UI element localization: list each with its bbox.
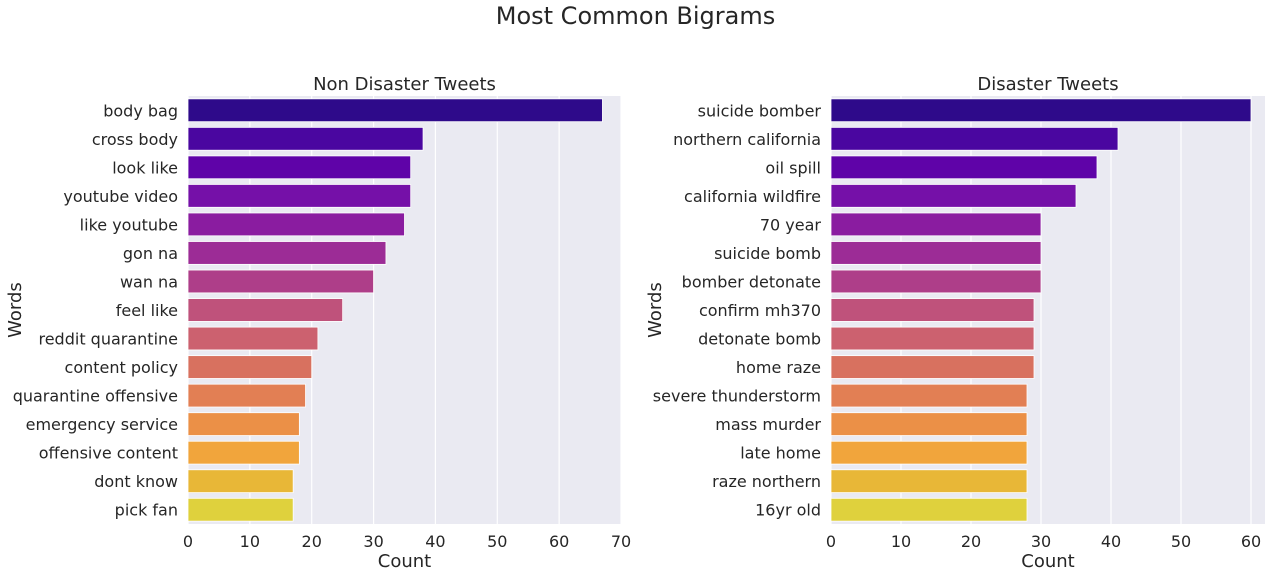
bar [187,298,344,322]
chart-panel-2: suicide bomber northern california oil spi… [645,74,1265,572]
category-label: youtube video [63,187,178,206]
bar [830,126,1119,151]
bar [830,440,1028,465]
x-tick-label: 10 [240,532,260,551]
category-label: look like [112,158,178,177]
category-label: suicide bomber [698,101,822,120]
category-label: body bag [103,101,178,120]
chart-panel-1: body bag cross body look like youtube video… [5,74,631,572]
bar [187,326,319,351]
category-label: like youtube [80,215,178,234]
bar [830,326,1035,351]
x-axis-label: Count [1021,551,1074,572]
x-tick-label: 40 [1101,532,1121,551]
bar [187,98,603,123]
y-axis-label: Words [5,282,26,338]
bar [830,184,1077,208]
category-label: offensive content [39,444,178,463]
category-label: cross body [92,130,178,149]
category-label: northern california [673,130,821,149]
category-label: detonate bomb [698,330,821,349]
category-label: 70 year [760,215,822,234]
x-tick-label: 10 [891,532,911,551]
x-tick-label: 30 [1031,532,1051,551]
category-label: oil spill [765,158,821,177]
bar [830,98,1252,123]
bar [187,383,306,408]
category-label: mass murder [715,415,821,434]
bar [187,355,313,379]
bar [830,469,1028,494]
category-label: bomber detonate [682,272,821,291]
category-label: content policy [65,358,178,377]
x-tick-label: 50 [1171,532,1191,551]
category-label: home raze [736,358,821,377]
bar [830,355,1035,379]
bar [830,298,1035,322]
x-tick-label: 20 [961,532,981,551]
category-label: emergency service [26,415,178,434]
bar [187,212,405,237]
category-label: california wildfire [684,187,821,206]
x-tick-label: 60 [549,532,569,551]
category-label: feel like [116,301,178,320]
category-label: severe thunderstorm [653,387,821,406]
category-label: gon na [123,244,178,263]
bar [187,497,294,522]
x-tick-label: 50 [487,532,507,551]
bar [830,241,1042,265]
bar [830,155,1098,180]
subplot-title: Disaster Tweets [977,74,1118,95]
category-label: quarantine offensive [13,387,178,406]
bar [830,269,1042,294]
category-label: 16yr old [755,501,821,520]
category-label: reddit quarantine [38,330,178,349]
bar [830,212,1042,237]
bar [187,241,387,265]
bar [187,469,294,494]
x-tick-label: 0 [826,532,836,551]
x-tick-label: 0 [183,532,193,551]
x-tick-label: 40 [425,532,445,551]
category-label: suicide bomb [714,244,821,263]
bar [830,383,1028,408]
x-axis-label: Count [378,551,431,572]
bar [187,412,300,436]
category-label: dont know [94,472,178,491]
x-tick-label: 20 [302,532,322,551]
category-label: confirm mh370 [699,301,821,320]
bar [187,269,374,294]
category-label: wan na [120,272,178,291]
x-tick-label: 60 [1241,532,1261,551]
category-label: pick fan [115,501,178,520]
bar [830,412,1028,436]
y-axis-label: Words [645,282,666,338]
bar [830,497,1028,522]
category-label: late home [740,444,821,463]
bar [187,126,424,151]
x-tick-label: 70 [611,532,631,551]
figure-title: Most Common Bigrams [495,2,776,30]
x-tick-label: 30 [363,532,383,551]
bar [187,440,300,465]
subplot-title: Non Disaster Tweets [313,74,496,95]
bar [187,184,412,208]
bar [187,155,412,180]
category-label: raze northern [712,472,821,491]
